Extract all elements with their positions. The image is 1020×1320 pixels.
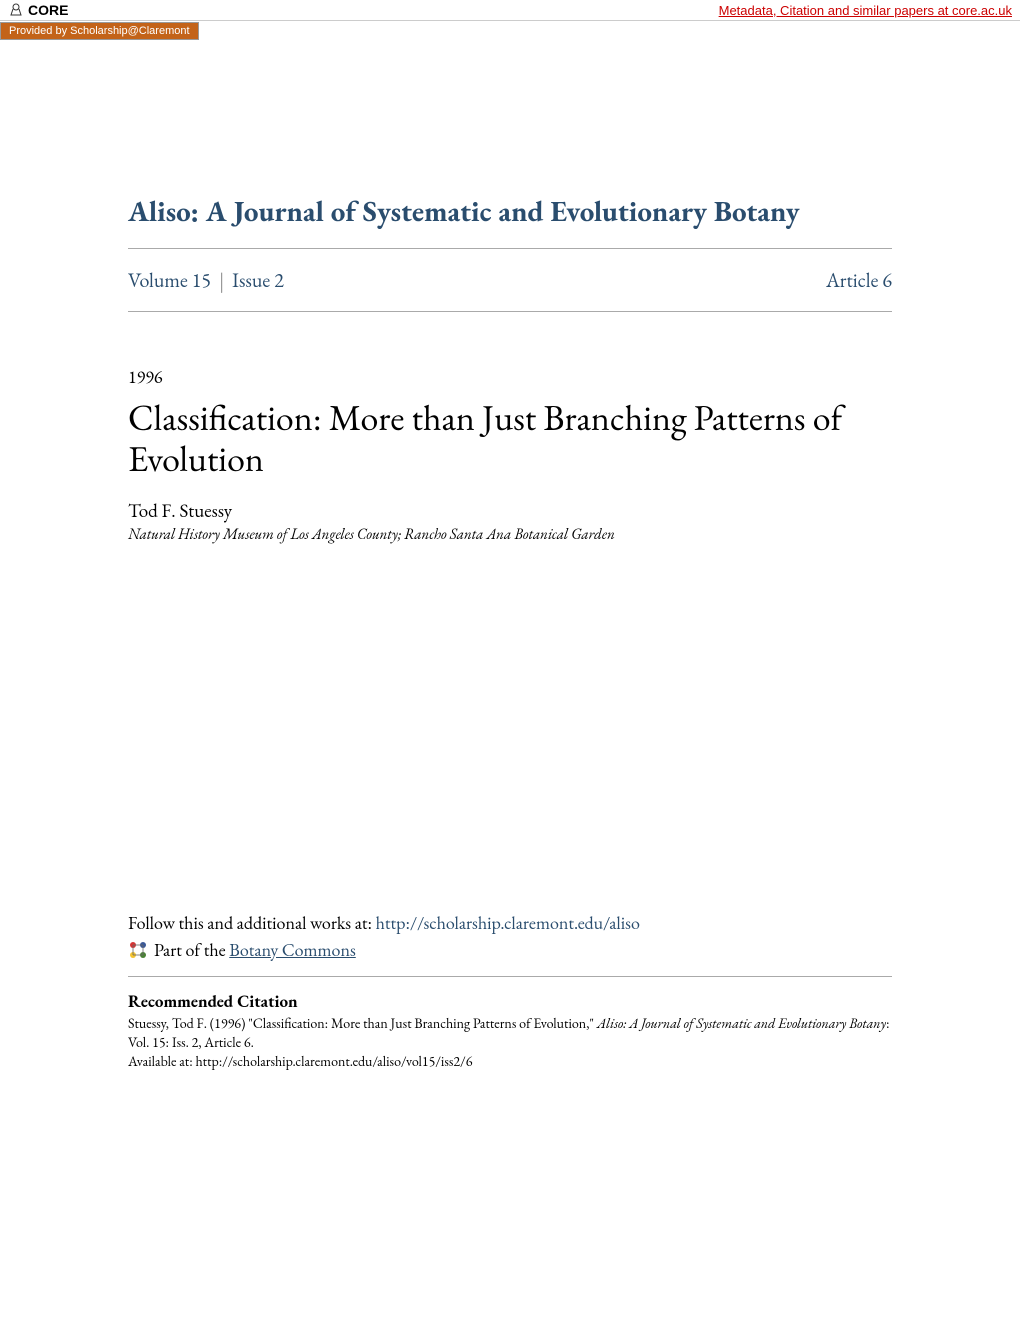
core-logo-text: CORE <box>28 2 68 18</box>
follow-link[interactable]: http://scholarship.claremont.edu/aliso <box>376 912 640 935</box>
citation-prefix: Stuessy, Tod F. (1996) "Classification: … <box>128 1015 597 1033</box>
content-area: Aliso: A Journal of Systematic and Evolu… <box>0 40 1020 1071</box>
volume-issue-group: Volume 15 | Issue 2 <box>128 267 284 293</box>
volume-issue-row: Volume 15 | Issue 2 Article 6 <box>128 249 892 311</box>
volume-link[interactable]: Volume 15 <box>128 267 211 293</box>
divider-citation <box>128 976 892 977</box>
publication-year: 1996 <box>128 366 892 389</box>
author-name: Tod F. Stuessy <box>128 498 892 523</box>
provider-banner: Provided by Scholarship@Claremont <box>0 22 199 40</box>
botany-commons-link[interactable]: Botany Commons <box>229 939 356 962</box>
commons-text: Part of the Botany Commons <box>154 939 356 962</box>
divider-bottom <box>128 311 892 312</box>
author-affiliation: Natural History Museum of Los Angeles Co… <box>128 525 892 544</box>
core-banner: CORE Metadata, Citation and similar pape… <box>0 0 1020 21</box>
commons-row: Part of the Botany Commons <box>128 939 892 962</box>
citation-body: Stuessy, Tod F. (1996) "Classification: … <box>128 1015 892 1072</box>
article-title: Classification: More than Just Branching… <box>128 397 892 480</box>
commons-prefix: Part of the <box>154 939 229 962</box>
follow-section: Follow this and additional works at: htt… <box>128 912 892 1072</box>
follow-prefix: Follow this and additional works at: <box>128 912 376 935</box>
core-icon <box>8 2 24 18</box>
separator: | <box>219 267 224 293</box>
network-icon <box>128 940 148 960</box>
follow-text-row: Follow this and additional works at: htt… <box>128 912 892 935</box>
journal-title[interactable]: Aliso: A Journal of Systematic and Evolu… <box>128 192 892 230</box>
issue-link[interactable]: Issue 2 <box>232 267 284 293</box>
article-link[interactable]: Article 6 <box>826 267 892 293</box>
core-logo: CORE <box>8 2 68 18</box>
citation-url: Available at: http://scholarship.claremo… <box>128 1053 472 1071</box>
core-metadata-link[interactable]: Metadata, Citation and similar papers at… <box>719 3 1012 18</box>
citation-heading: Recommended Citation <box>128 991 892 1013</box>
citation-journal-italic: Aliso: A Journal of Systematic and Evolu… <box>597 1015 886 1033</box>
